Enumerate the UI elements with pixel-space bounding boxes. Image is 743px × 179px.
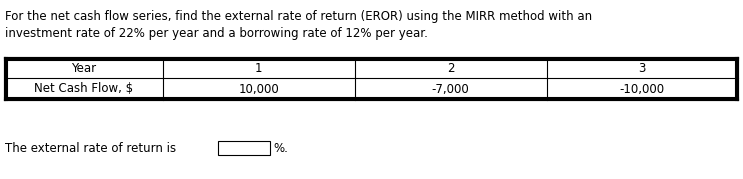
Text: Year: Year: [71, 62, 97, 74]
Text: 10,000: 10,000: [239, 83, 279, 96]
Text: 3: 3: [639, 62, 646, 74]
Text: The external rate of return is: The external rate of return is: [5, 142, 176, 154]
Text: For the net cash flow series, find the external rate of return (EROR) using the : For the net cash flow series, find the e…: [5, 10, 592, 23]
Bar: [218, 141, 270, 155]
Text: %.: %.: [273, 142, 288, 154]
Text: 2: 2: [447, 62, 455, 74]
Text: -10,000: -10,000: [620, 83, 665, 96]
Text: 1: 1: [255, 62, 262, 74]
Text: Net Cash Flow, $: Net Cash Flow, $: [34, 83, 133, 96]
Text: -7,000: -7,000: [432, 83, 470, 96]
Text: investment rate of 22% per year and a borrowing rate of 12% per year.: investment rate of 22% per year and a bo…: [5, 27, 428, 40]
